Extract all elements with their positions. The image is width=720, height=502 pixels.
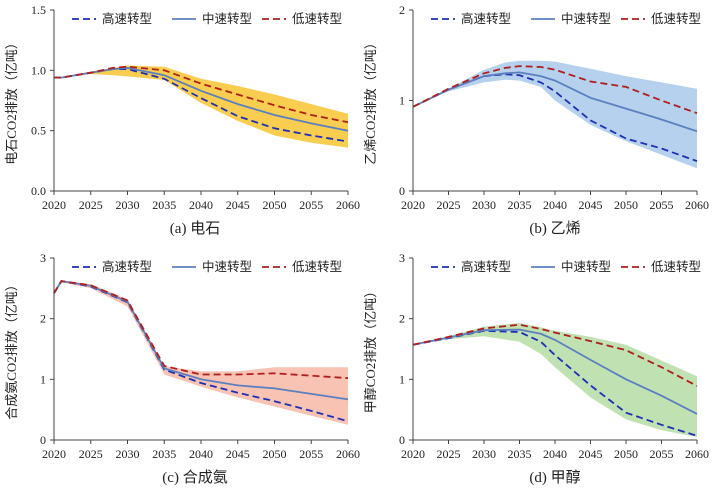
chart-panel-1: 2020 2025 2030 2035 2040 2045 2050 2055 2060 0.0 0… [4, 3, 360, 237]
panel-caption: (b) 乙烯 [529, 220, 580, 237]
series-line-3 [53, 280, 349, 379]
uncertainty-band [413, 322, 697, 437]
x-tick-label: 2060 [336, 447, 360, 461]
x-tick-label: 2030 [472, 447, 496, 461]
y-tick-label: 0 [399, 433, 405, 447]
legend-label: 高速转型 [461, 259, 511, 274]
x-tick-label: 2050 [614, 198, 638, 212]
series-line-2 [412, 71, 698, 133]
series-line-3 [412, 65, 698, 115]
uncertainty-band [54, 280, 348, 425]
y-tick-label: 2 [40, 312, 46, 326]
panel-caption: (c) 合成氨 [162, 469, 227, 486]
series-line-1 [53, 280, 349, 423]
y-axis-label: 甲醇CO2排放（亿吨） [363, 285, 378, 414]
legend-label: 高速转型 [461, 11, 511, 26]
x-tick-label: 2035 [508, 198, 532, 212]
x-tick-label: 2025 [79, 198, 103, 212]
x-tick-label: 2020 [401, 447, 425, 461]
x-tick-label: 2055 [650, 198, 674, 212]
x-tick-label: 2020 [401, 198, 425, 212]
y-tick-label: 2 [399, 3, 405, 17]
x-tick-label: 2045 [579, 198, 603, 212]
y-tick-label: 1 [40, 372, 46, 386]
x-tick-label: 2020 [42, 447, 66, 461]
legend-label: 低速转型 [292, 259, 342, 274]
y-tick-label: 0.0 [31, 184, 46, 198]
panel-caption: (d) 甲醇 [529, 469, 580, 486]
x-tick-label: 2045 [579, 447, 603, 461]
series-line-2 [412, 328, 698, 415]
x-tick-label: 2040 [543, 447, 567, 461]
x-tick-label: 2040 [189, 447, 213, 461]
y-tick-label: 0 [40, 433, 46, 447]
x-tick-label: 2060 [685, 198, 709, 212]
x-tick-label: 2040 [189, 198, 213, 212]
chart-panel-2: 2020 2025 2030 2035 2040 2045 2050 2055 2060 0 1 2 乙… [363, 3, 709, 237]
legend-label: 中速转型 [561, 11, 611, 26]
uncertainty-band [413, 60, 697, 169]
y-tick-label: 3 [399, 251, 405, 265]
y-tick-label: 0 [399, 184, 405, 198]
x-tick-label: 2035 [152, 447, 176, 461]
y-tick-label: 2 [399, 312, 405, 326]
legend-label: 低速转型 [292, 11, 342, 26]
x-tick-label: 2030 [116, 447, 140, 461]
x-tick-label: 2045 [226, 447, 250, 461]
y-tick-label: 1 [399, 372, 405, 386]
x-tick-label: 2050 [263, 198, 287, 212]
legend-label: 中速转型 [202, 11, 252, 26]
x-tick-label: 2050 [614, 447, 638, 461]
x-tick-label: 2025 [437, 198, 461, 212]
x-tick-label: 2050 [263, 447, 287, 461]
y-tick-label: 1.5 [31, 3, 46, 17]
x-tick-label: 2045 [226, 198, 250, 212]
y-tick-label: 3 [40, 251, 46, 265]
x-tick-label: 2035 [508, 447, 532, 461]
x-tick-label: 2055 [299, 447, 323, 461]
series-line-2 [53, 280, 349, 401]
x-tick-label: 2025 [79, 447, 103, 461]
series-line-3 [54, 65, 349, 124]
x-tick-label: 2040 [543, 198, 567, 212]
series-line-1 [412, 73, 698, 162]
x-tick-label: 2060 [336, 198, 360, 212]
y-axis-label: 合成氨CO2排放（亿吨） [4, 278, 19, 420]
x-tick-label: 2020 [42, 198, 66, 212]
panel-caption: (a) 电石 [170, 220, 220, 237]
x-tick-label: 2060 [685, 447, 709, 461]
series-line-3 [412, 323, 698, 387]
y-axis-label: 乙烯CO2排放（亿吨） [363, 36, 378, 165]
y-tick-label: 0.5 [31, 124, 46, 138]
legend-label: 中速转型 [202, 259, 252, 274]
legend-label: 高速转型 [102, 11, 152, 26]
y-tick-label: 1 [399, 94, 405, 108]
chart-panel-4: 2020 2025 2030 2035 2040 2045 2050 2055 2060 0 1 2 3… [363, 251, 709, 486]
x-tick-label: 2030 [472, 198, 496, 212]
legend-label: 低速转型 [651, 11, 701, 26]
uncertainty-band [54, 65, 348, 148]
x-tick-label: 2055 [650, 447, 674, 461]
x-tick-label: 2035 [152, 198, 176, 212]
legend-label: 中速转型 [561, 259, 611, 274]
y-tick-label: 1.0 [31, 63, 46, 77]
x-tick-label: 2055 [299, 198, 323, 212]
chart-panel-3: 2020 2025 2030 2035 2040 2045 2050 2055 2060 0 1 2 3… [4, 251, 360, 486]
legend-label: 高速转型 [102, 259, 152, 274]
legend-label: 低速转型 [651, 259, 701, 274]
y-axis-label: 电石CO2排放（亿吨） [4, 36, 19, 165]
x-tick-label: 2030 [116, 198, 140, 212]
x-tick-label: 2025 [437, 447, 461, 461]
